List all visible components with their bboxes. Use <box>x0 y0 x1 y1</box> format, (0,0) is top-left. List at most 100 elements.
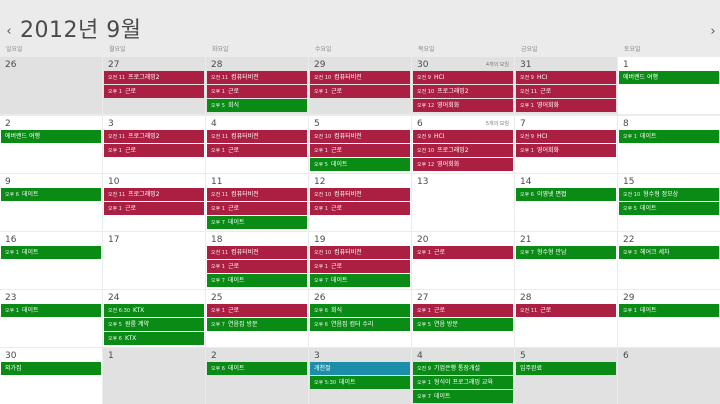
day-cell[interactable]: 2 오후 6 데이트 <box>206 348 308 404</box>
calendar-event[interactable]: 오후 6 데이트 <box>207 362 307 375</box>
day-cell[interactable]: 18 오전 11 컴퓨터비전 오후 1 근로 오후 7 데이트 <box>206 232 308 289</box>
day-cell[interactable]: 19 오전 10 컴퓨터비전 오후 1 근로 오후 7 데이트 <box>309 232 411 289</box>
calendar-event[interactable]: 오후 7 연음집 방문 <box>207 318 307 331</box>
calendar-event[interactable]: 오후 6 회식 <box>310 304 410 317</box>
calendar-event[interactable]: 오전 6:30 KTX <box>104 304 204 317</box>
day-cell[interactable]: 2 에버랜드 여행 <box>0 116 102 173</box>
day-cell[interactable]: 4 오전 9 기업은행 통장개설 오후 1 형식이 프로그래밍 교육 오후 7 데이트 <box>412 348 514 404</box>
day-cell[interactable]: 6 5개의 모임 오전 9 HCI 오전 10 프로그래밍2 오후 12 영어회화 <box>412 116 514 173</box>
day-cell[interactable]: 23 오후 1 데이트 <box>0 290 102 347</box>
calendar-event[interactable]: 오후 1 근로 <box>413 246 513 259</box>
calendar-event[interactable]: 에버랜드 여행 <box>619 71 719 84</box>
event-count-label[interactable]: 4개의 모임 <box>485 62 509 68</box>
day-cell[interactable]: 30 외가집 <box>0 348 102 404</box>
calendar-event[interactable]: 외가집 <box>1 362 101 375</box>
calendar-event[interactable]: 오후 1 근로 <box>310 85 410 98</box>
day-cell[interactable]: 21 오후 7 형수형 만남 <box>515 232 617 289</box>
calendar-event[interactable]: 오전 9 HCI <box>516 130 616 143</box>
day-cell[interactable]: 25 오후 1 근로 오후 7 연음집 방문 <box>206 290 308 347</box>
calendar-event[interactable]: 오전 11 컴퓨터비전 <box>207 71 307 84</box>
day-cell[interactable]: 26 오후 6 회식 오후 6 연음집 컴터 수리 <box>309 290 411 347</box>
calendar-event[interactable]: 오전 11 프로그래밍2 <box>104 188 204 201</box>
day-cell[interactable]: 28 오전 11 근로 <box>515 290 617 347</box>
calendar-event[interactable]: 오전 11 근로 <box>516 304 616 317</box>
calendar-event[interactable]: 오후 1 근로 <box>207 260 307 273</box>
day-cell[interactable]: 4 오전 11 컴퓨터비전 오후 1 근로 <box>206 116 308 173</box>
calendar-event[interactable]: 오후 7 데이트 <box>413 390 513 403</box>
calendar-event[interactable]: 오후 1 근로 <box>207 144 307 157</box>
previous-month-button[interactable]: ‹ <box>2 24 16 40</box>
day-cell[interactable]: 28 오전 11 컴퓨터비전 오후 1 근로 오후 5 회식 <box>206 57 308 114</box>
day-cell[interactable]: 5 오전 10 컴퓨터비전 오후 1 근로 오후 5 데이트 <box>309 116 411 173</box>
calendar-event[interactable]: 오전 10 컴퓨터비전 <box>310 246 410 259</box>
day-cell[interactable]: 15 오전 10 형수형 정모상 오후 5 데이트 <box>618 174 720 231</box>
day-cell[interactable]: 5 입주완료 <box>515 348 617 404</box>
day-cell[interactable]: 27 오전 11 프로그래밍2 오후 1 근로 <box>103 57 205 114</box>
calendar-event[interactable]: 오후 1 형식이 프로그래밍 교육 <box>413 376 513 389</box>
calendar-event[interactable]: 오후 1 근로 <box>310 144 410 157</box>
calendar-event[interactable]: 오후 5 회식 <box>207 99 307 112</box>
day-cell[interactable]: 30 4개의 모임 오전 9 HCI 오전 10 프로그래밍2 오후 12 영어회화 <box>412 57 514 114</box>
calendar-event[interactable]: 오후 1 영어회화 <box>516 99 616 112</box>
calendar-event[interactable]: 개천절 <box>310 362 410 375</box>
day-cell[interactable]: 27 오후 1 근로 오후 5 연음 방문 <box>412 290 514 347</box>
calendar-event[interactable]: 오전 10 컴퓨터비전 <box>310 130 410 143</box>
calendar-event[interactable]: 오전 11 컴퓨터비전 <box>207 130 307 143</box>
calendar-event[interactable]: 에버랜드 여행 <box>1 130 101 143</box>
calendar-event[interactable]: 오후 12 영어회화 <box>413 158 513 171</box>
day-cell[interactable]: 3 개천절 오후 5:30 데이트 <box>309 348 411 404</box>
calendar-event[interactable]: 오후 5:30 데이트 <box>310 376 410 389</box>
day-cell[interactable]: 22 오후 3 헤어크 세차 <box>618 232 720 289</box>
day-cell[interactable]: 20 오후 1 근로 <box>412 232 514 289</box>
day-cell[interactable]: 9 오후 6 데이트 <box>0 174 102 231</box>
calendar-event[interactable]: 오후 1 근로 <box>413 304 513 317</box>
day-cell[interactable]: 1 에버랜드 여행 <box>618 57 720 114</box>
day-cell[interactable]: 17 <box>103 232 205 289</box>
day-cell[interactable]: 26 <box>0 57 102 114</box>
day-cell[interactable]: 10 오전 11 프로그래밍2 오후 1 근로 <box>103 174 205 231</box>
calendar-event[interactable]: 오후 5 데이트 <box>310 158 410 171</box>
calendar-event[interactable]: 오전 11 근로 <box>516 85 616 98</box>
calendar-event[interactable]: 오후 6 데이트 <box>1 188 101 201</box>
event-count-label[interactable]: 5개의 모임 <box>485 121 509 127</box>
calendar-event[interactable]: 오후 1 데이트 <box>1 304 101 317</box>
calendar-event[interactable]: 오전 10 컴퓨터비전 <box>310 188 410 201</box>
calendar-event[interactable]: 오전 9 HCI <box>413 130 513 143</box>
calendar-event[interactable]: 오전 10 프로그래밍2 <box>413 144 513 157</box>
calendar-event[interactable]: 오후 7 형수형 만남 <box>516 246 616 259</box>
calendar-event[interactable]: 오전 9 HCI <box>516 71 616 84</box>
calendar-event[interactable]: 오전 9 기업은행 통장개설 <box>413 362 513 375</box>
day-cell[interactable]: 16 오후 1 데이트 <box>0 232 102 289</box>
calendar-event[interactable]: 오후 7 데이트 <box>310 274 410 287</box>
day-cell[interactable]: 24 오전 6:30 KTX 오후 5 원룸 계약 오후 6 KTX <box>103 290 205 347</box>
calendar-event[interactable]: 오후 12 영어회화 <box>413 99 513 112</box>
next-month-button[interactable]: › <box>706 24 720 40</box>
calendar-event[interactable]: 오후 5 연음 방문 <box>413 318 513 331</box>
calendar-event[interactable]: 오전 11 프로그래밍2 <box>104 71 204 84</box>
calendar-event[interactable]: 오후 5 데이트 <box>619 202 719 215</box>
calendar-event[interactable]: 오전 9 HCI <box>413 71 513 84</box>
calendar-event[interactable]: 오전 10 프로그래밍2 <box>413 85 513 98</box>
day-cell[interactable]: 12 오전 10 컴퓨터비전 오후 1 근로 <box>309 174 411 231</box>
calendar-event[interactable]: 오후 5 원룸 계약 <box>104 318 204 331</box>
day-cell[interactable]: 7 오전 9 HCI 오후 1 영어회화 <box>515 116 617 173</box>
calendar-event[interactable]: 오후 1 근로 <box>207 304 307 317</box>
calendar-event[interactable]: 오후 1 근로 <box>310 202 410 215</box>
calendar-event[interactable]: 오전 10 컴퓨터비전 <box>310 71 410 84</box>
calendar-event[interactable]: 오후 7 데이트 <box>207 274 307 287</box>
calendar-event[interactable]: 오전 11 컴퓨터비전 <box>207 188 307 201</box>
day-cell[interactable]: 29 오후 1 데이트 <box>618 290 720 347</box>
calendar-event[interactable]: 오후 3 헤어크 세차 <box>619 246 719 259</box>
calendar-event[interactable]: 오후 6 연음집 컴터 수리 <box>310 318 410 331</box>
calendar-event[interactable]: 입주완료 <box>516 362 616 375</box>
calendar-event[interactable]: 오후 1 영어회화 <box>516 144 616 157</box>
day-cell[interactable]: 1 <box>103 348 205 404</box>
calendar-event[interactable]: 오후 1 근로 <box>207 85 307 98</box>
calendar-event[interactable]: 오후 1 데이트 <box>1 246 101 259</box>
calendar-event[interactable]: 오전 11 프로그래밍2 <box>104 130 204 143</box>
calendar-event[interactable]: 오후 1 근로 <box>104 144 204 157</box>
day-cell[interactable]: 3 오전 11 프로그래밍2 오후 1 근로 <box>103 116 205 173</box>
calendar-event[interactable]: 오전 11 컴퓨터비전 <box>207 246 307 259</box>
calendar-event[interactable]: 오후 1 근로 <box>310 260 410 273</box>
day-cell[interactable]: 14 오후 6 이영넷 면접 <box>515 174 617 231</box>
